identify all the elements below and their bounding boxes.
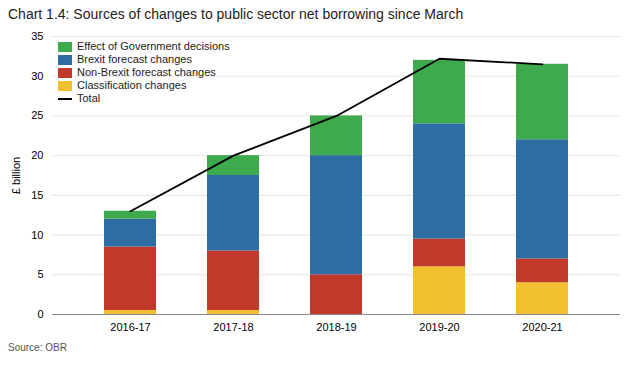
svg-text:2016-17: 2016-17: [110, 321, 150, 333]
svg-text:2018-19: 2018-19: [316, 321, 356, 333]
html-text:Classification changes: Classification changes: [77, 79, 187, 91]
svg-text:10: 10: [31, 229, 43, 241]
svg-text:20: 20: [31, 149, 43, 161]
svg-text:0: 0: [37, 308, 43, 320]
svg-text:15: 15: [31, 189, 43, 201]
html-text:Total: Total: [77, 92, 101, 104]
html-text:Effect of Government decisions: Effect of Government decisions: [77, 40, 230, 52]
svg-text:2019-20: 2019-20: [419, 321, 459, 333]
svg-text:2017-18: 2017-18: [213, 321, 253, 333]
svg-text:2020-21: 2020-21: [522, 321, 562, 333]
svg-text:35: 35: [31, 30, 43, 42]
svg-text:30: 30: [31, 70, 43, 82]
html-text:Source: OBR: Source: OBR: [8, 342, 67, 353]
svg-text:5: 5: [37, 268, 43, 280]
svg-text:25: 25: [31, 109, 43, 121]
svg-text:£ billion: £ billion: [10, 157, 22, 194]
html-text:Brexit forecast changes: Brexit forecast changes: [77, 53, 192, 65]
html-text:Chart 1.4: Sources of changes: Chart 1.4: Sources of changes to public …: [8, 6, 464, 22]
html-text:Non-Brexit forecast changes: Non-Brexit forecast changes: [77, 66, 216, 78]
